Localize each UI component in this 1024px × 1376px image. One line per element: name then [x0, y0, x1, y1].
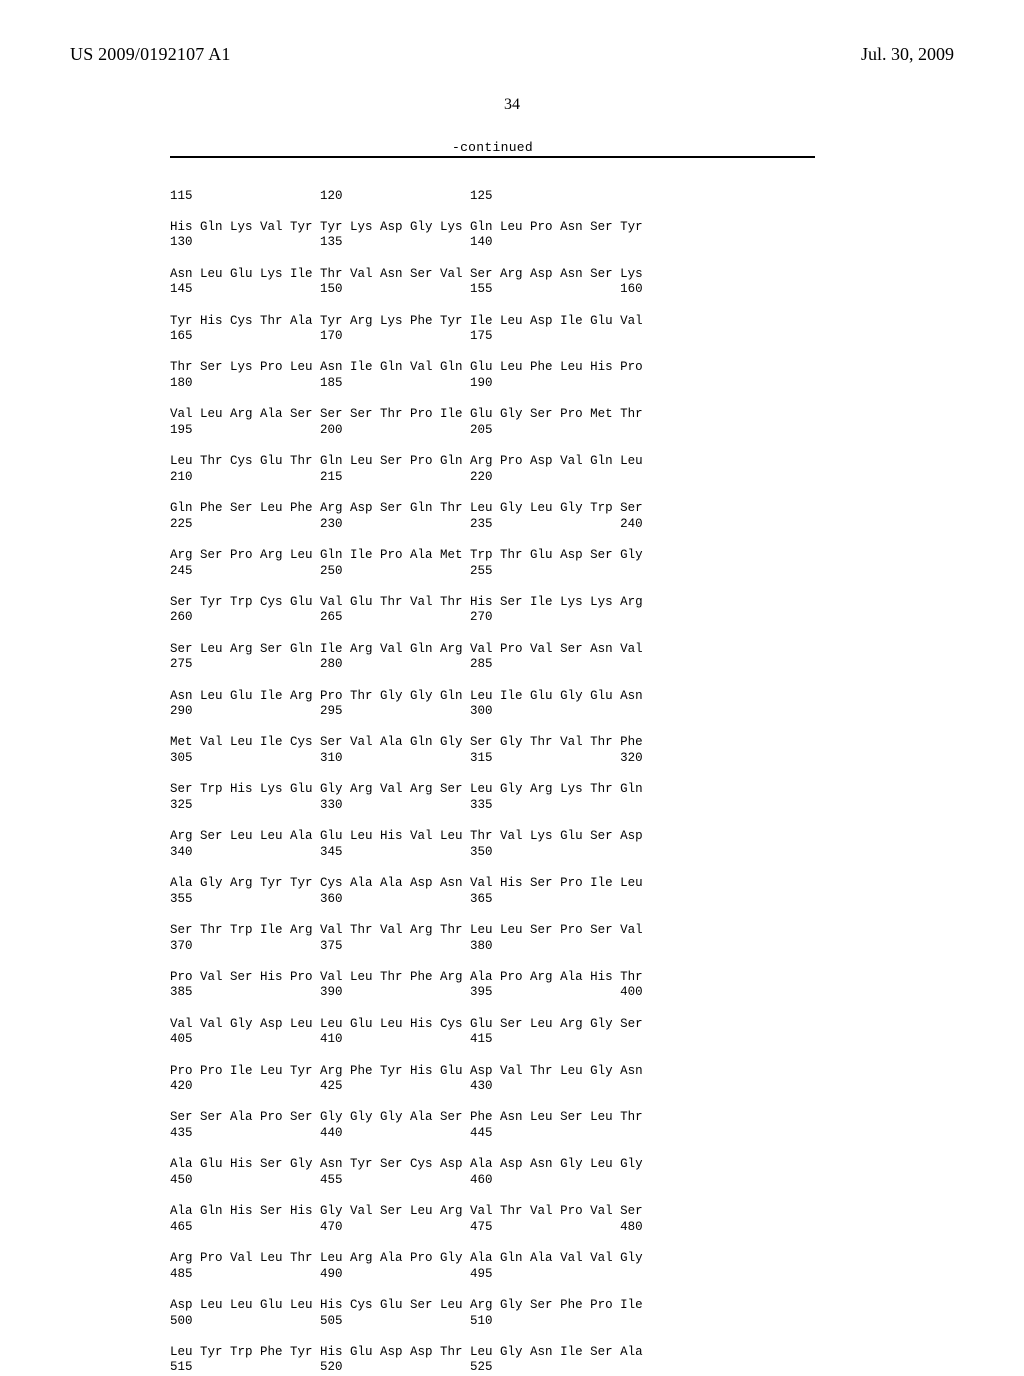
continued-rule: [170, 156, 815, 158]
page-root: US 2009/0192107 A1 Jul. 30, 2009 34 -con…: [0, 0, 1024, 1320]
page-number: 34: [0, 96, 1024, 114]
continued-label: -continued: [170, 140, 815, 155]
sequence-listing: 115 120 125 His Gln Lys Val Tyr Tyr Lys …: [170, 189, 830, 1376]
publication-date: Jul. 30, 2009: [861, 44, 954, 65]
publication-number: US 2009/0192107 A1: [70, 44, 231, 65]
